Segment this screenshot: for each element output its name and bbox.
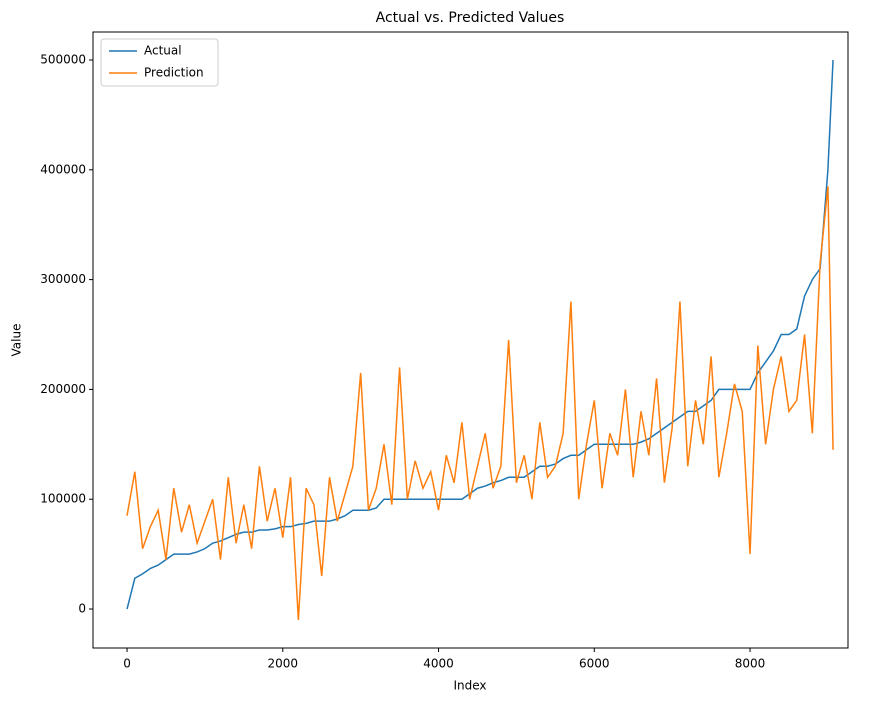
legend-label: Actual (144, 44, 182, 58)
y-tick-label: 500000 (40, 53, 86, 67)
x-tick-label: 0 (123, 657, 131, 671)
x-tick-label: 2000 (268, 657, 299, 671)
series-line (126, 59, 834, 610)
y-tick-label: 100000 (40, 492, 86, 506)
chart-title: Actual vs. Predicted Values (376, 10, 565, 26)
x-axis-label: Index (453, 679, 486, 693)
y-tick-label: 0 (78, 602, 86, 616)
y-tick-label: 400000 (40, 162, 86, 176)
series-line (126, 186, 834, 621)
x-tick-label: 4000 (423, 657, 454, 671)
y-tick-label: 300000 (40, 272, 86, 286)
plot-frame (92, 31, 849, 649)
x-tick-label: 6000 (579, 657, 610, 671)
y-axis-label: Value (10, 324, 24, 357)
y-tick-label: 200000 (40, 382, 86, 396)
x-tick-label: 8000 (735, 657, 766, 671)
legend-label: Prediction (144, 66, 204, 80)
